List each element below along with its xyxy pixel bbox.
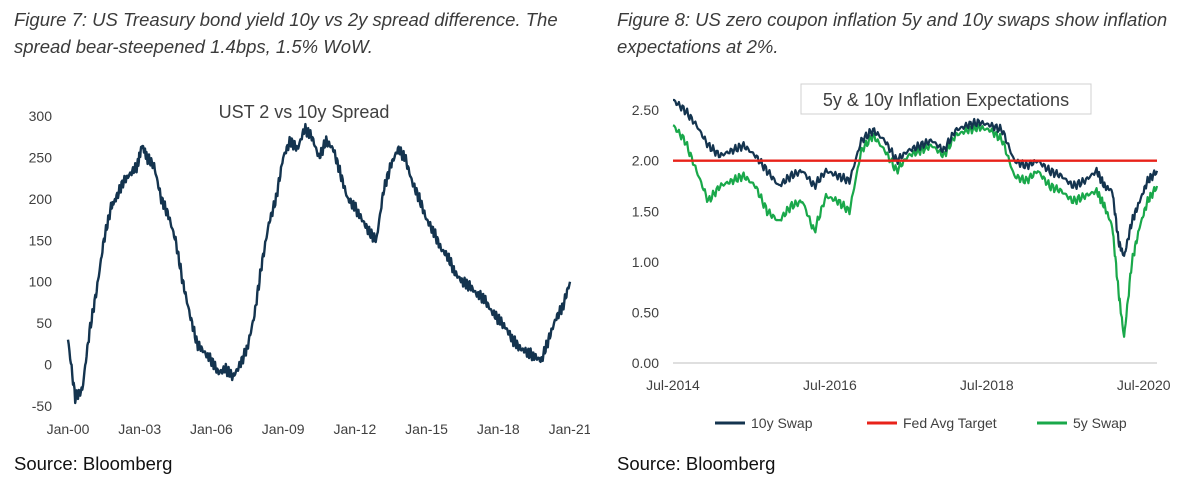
- x-tick-label: Jan-12: [333, 421, 376, 437]
- y-tick-label: 0: [44, 357, 52, 373]
- x-tick-label: Jul-2014: [646, 377, 700, 393]
- x-tick-label: Jan-06: [190, 421, 233, 437]
- chart-title: UST 2 vs 10y Spread: [219, 102, 390, 122]
- y-tick-label: 200: [29, 191, 53, 207]
- series-line-spread: [66, 122, 572, 405]
- figure-7-source: Source: Bloomberg: [14, 453, 173, 474]
- y-tick-label: 250: [29, 149, 53, 165]
- x-tick-label: Jan-18: [477, 421, 520, 437]
- series-line-5y-swap: [672, 123, 1159, 338]
- figure-8-panel: Figure 8: US zero coupon inflation 5y an…: [605, 0, 1195, 504]
- y-tick-label: 50: [36, 315, 52, 331]
- y-tick-label: 0.00: [632, 355, 659, 371]
- figure-7-caption: Figure 7: US Treasury bond yield 10y vs …: [14, 9, 558, 57]
- figure-8-caption: Figure 8: US zero coupon inflation 5y an…: [617, 9, 1168, 57]
- series-line-10y-swap: [673, 98, 1159, 257]
- x-tick-label: Jan-00: [47, 421, 90, 437]
- figure-8-source: Source: Bloomberg: [617, 453, 776, 474]
- y-tick-label: 1.50: [632, 203, 659, 219]
- y-tick-label: -50: [32, 398, 52, 414]
- y-tick-label: 2.50: [632, 102, 659, 118]
- legend-label: Fed Avg Target: [903, 415, 997, 431]
- y-tick-label: 100: [29, 274, 53, 290]
- y-tick-label: 2.00: [632, 153, 659, 169]
- x-tick-label: Jul-2018: [960, 377, 1014, 393]
- x-tick-label: Jul-2020: [1117, 377, 1171, 393]
- spread-chart: UST 2 vs 10y Spread -50 0 50 100 150 200 250 300…: [29, 102, 590, 437]
- inflation-chart: 5y & 10y Inflation Expectations 0.00 0.50 1…: [632, 83, 1171, 431]
- x-tick-label: Jul-2016: [803, 377, 857, 393]
- y-tick-label: 150: [29, 232, 53, 248]
- chart-title-box: [800, 83, 1092, 115]
- legend-label: 10y Swap: [751, 415, 813, 431]
- x-tick-label: Jan-09: [262, 421, 305, 437]
- x-tick-label: Jan-15: [405, 421, 448, 437]
- x-tick-label: Jan-03: [118, 421, 161, 437]
- y-tick-label: 300: [29, 108, 53, 124]
- y-tick-label: 1.00: [632, 254, 659, 270]
- chart-title: 5y & 10y Inflation Expectations: [823, 90, 1069, 110]
- y-tick-label: 0.50: [632, 304, 659, 320]
- x-tick-label: Jan-21: [549, 421, 590, 437]
- legend-label: 5y Swap: [1073, 415, 1127, 431]
- figure-7-panel: Figure 7: US Treasury bond yield 10y vs …: [0, 0, 590, 504]
